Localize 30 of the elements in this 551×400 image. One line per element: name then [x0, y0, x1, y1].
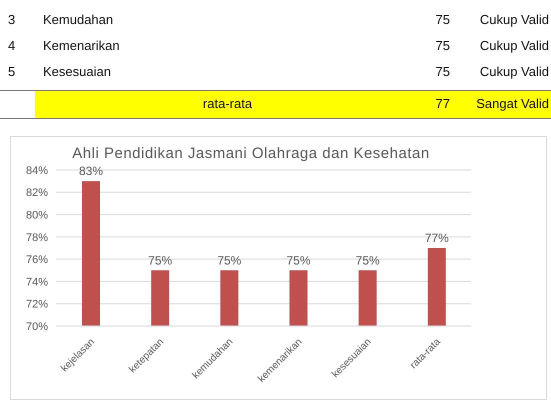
y-tick-label: 78%: [26, 232, 48, 244]
y-tick-label: 84%: [26, 164, 48, 177]
text: 75: [434, 37, 450, 55]
y-tick-label: 70%: [26, 320, 48, 333]
data-label: 83%: [78, 164, 104, 178]
data-label: 75%: [356, 253, 380, 268]
text: Kesesuaian: [43, 63, 112, 81]
y-tick-label: 72%: [26, 298, 48, 311]
text: 5: [8, 63, 16, 81]
chart-title: Ahli Pendidikan Jasmani Olahraga dan Kesehatan: [71, 145, 431, 162]
data-label: 75%: [217, 253, 242, 268]
text: 4: [8, 37, 16, 55]
text: Cukup Valid: [478, 63, 549, 81]
text: Cukup Valid: [478, 11, 549, 29]
data-label: 77%: [424, 231, 450, 245]
text: Sangat Valid: [475, 95, 549, 113]
text: Kemudahan: [43, 11, 114, 29]
text: Cukup Valid: [478, 37, 549, 55]
text: 3: [8, 11, 16, 29]
y-tick-label: 82%: [26, 187, 48, 200]
text: 77: [434, 95, 450, 113]
text: 75: [434, 63, 450, 81]
text: 75: [434, 11, 450, 29]
text: Kemenarikan: [43, 37, 121, 55]
y-tick-label: 74%: [26, 276, 48, 288]
y-tick-label: 80%: [26, 209, 48, 222]
y-tick-label: 76%: [26, 254, 48, 266]
data-label: 75%: [286, 253, 311, 268]
text: rata-rata: [202, 95, 254, 113]
data-label: 75%: [148, 253, 172, 268]
